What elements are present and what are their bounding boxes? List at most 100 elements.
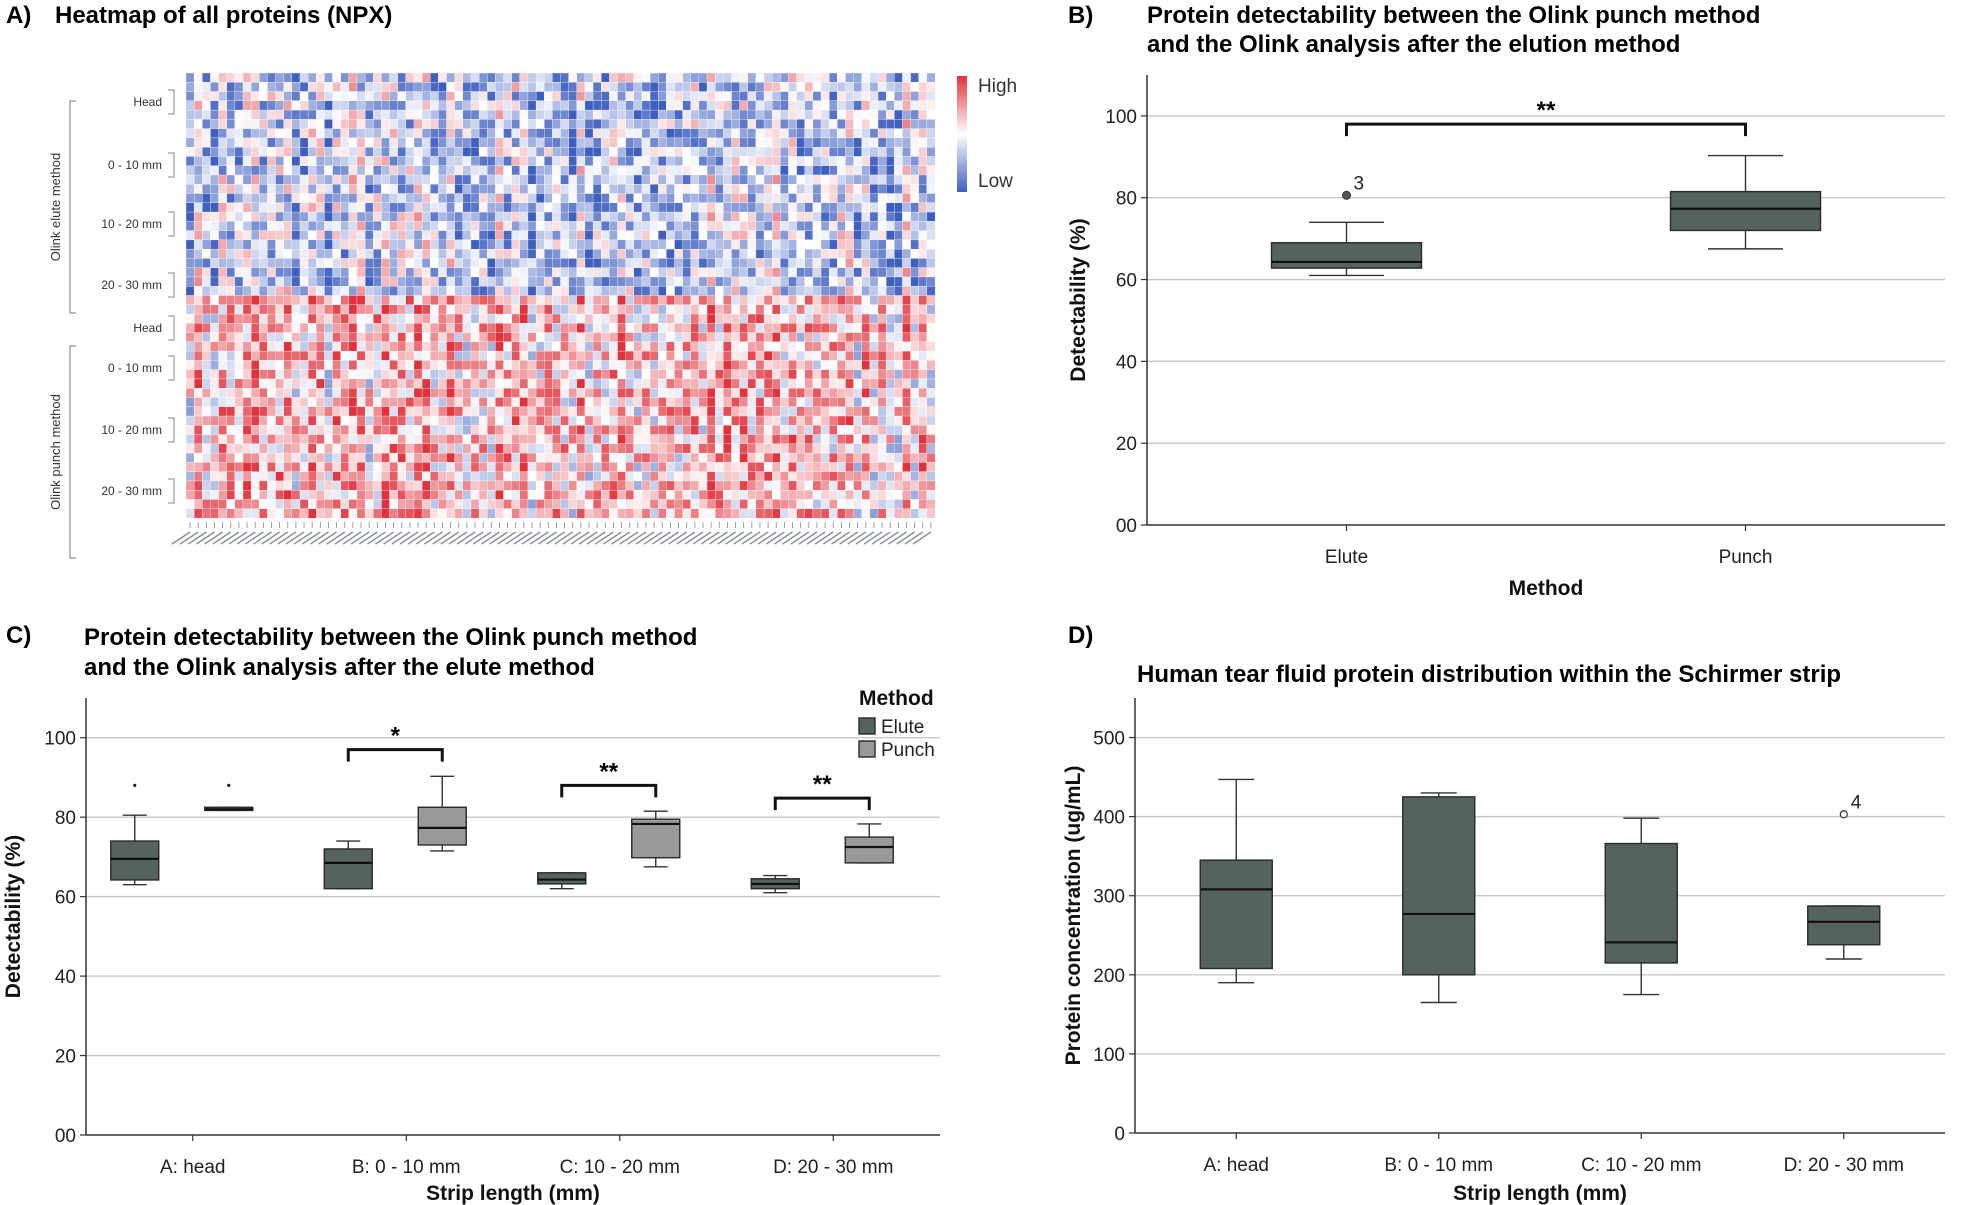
heatmap-cell <box>658 471 667 482</box>
heatmap-cell <box>307 369 317 380</box>
heatmap-cell <box>780 258 789 269</box>
heatmap-cell <box>910 508 920 519</box>
heatmap-cell <box>698 332 708 343</box>
heatmap-cell <box>592 286 602 296</box>
heatmap-cell <box>568 82 578 92</box>
heatmap-cell <box>487 452 496 463</box>
heatmap-cell <box>674 508 683 519</box>
heatmap-cell <box>316 137 325 148</box>
heatmap-cell <box>267 378 276 389</box>
heatmap-cell <box>210 239 219 250</box>
heatmap-cell <box>747 156 757 167</box>
heatmap-cell <box>470 452 480 463</box>
heatmap-cell <box>853 91 863 102</box>
heatmap-cell <box>763 174 773 185</box>
heatmap-cell <box>690 443 700 454</box>
heatmap-cell <box>649 341 659 352</box>
heatmap-cell <box>861 137 871 148</box>
heatmap-cell <box>527 239 537 250</box>
heatmap-cell <box>234 82 244 92</box>
heatmap-cell <box>503 341 512 352</box>
heatmap-cell <box>861 221 871 231</box>
heatmap-cell <box>291 91 301 102</box>
heatmap-cell <box>283 360 293 370</box>
heatmap-cell <box>348 415 358 426</box>
heatmap-cell <box>226 313 236 324</box>
heatmap-cell <box>234 109 244 120</box>
heatmap-cell <box>861 304 871 315</box>
heatmap-cell <box>332 490 342 500</box>
heatmap-cell <box>812 156 822 167</box>
heatmap-cell <box>259 295 268 306</box>
heatmap-cell <box>592 434 602 445</box>
heatmap-cell <box>609 119 618 129</box>
heatmap-cell <box>430 332 439 343</box>
heatmap-cell <box>918 137 928 148</box>
heatmap-cell <box>397 286 407 296</box>
heatmap-cell <box>666 146 675 157</box>
heatmap-cell <box>885 156 895 167</box>
heatmap-cell <box>894 323 903 333</box>
heatmap-cell <box>259 100 268 111</box>
heatmap-cell <box>364 221 374 231</box>
heatmap-cell <box>894 397 903 408</box>
heatmap-cell <box>592 119 602 129</box>
protein-label-mark <box>709 531 728 545</box>
heatmap-cell <box>633 221 643 231</box>
heatmap-cell <box>218 397 228 408</box>
heatmap-cell <box>601 350 610 361</box>
heatmap-cell <box>861 211 871 222</box>
heatmap-cell <box>592 480 602 491</box>
heatmap-cell <box>877 490 887 500</box>
heatmap-cell <box>503 360 512 370</box>
heatmap-cell <box>780 415 789 426</box>
heatmap-cell <box>674 369 683 380</box>
heatmap-cell <box>487 415 496 426</box>
heatmap-cell <box>682 406 692 417</box>
heatmap-cell <box>918 434 928 445</box>
heatmap-cell <box>324 156 333 167</box>
heatmap-cell <box>405 350 415 361</box>
heatmap-cell <box>885 406 895 417</box>
box-elute <box>537 872 587 885</box>
heatmap-cell <box>771 72 781 83</box>
heatmap-cell <box>812 267 822 278</box>
heatmap-cell <box>698 146 708 157</box>
heatmap-cell <box>544 128 553 139</box>
heatmap-cell <box>666 248 675 259</box>
heatmap-cell <box>234 388 244 398</box>
heatmap-cell <box>356 369 366 380</box>
heatmap-cell <box>910 202 920 213</box>
heatmap-cell <box>397 323 407 333</box>
protein-label-mark <box>334 531 354 545</box>
heatmap-cell <box>218 508 228 519</box>
heatmap-cell <box>617 165 626 176</box>
heatmap-cell <box>609 471 618 482</box>
heatmap-cell <box>828 267 838 278</box>
heatmap-cell <box>307 165 317 176</box>
heatmap-cell <box>511 184 521 194</box>
heatmap-cell <box>633 137 643 148</box>
heatmap-cell <box>820 378 830 389</box>
heatmap-cell <box>283 184 293 194</box>
heatmap-cell <box>519 82 529 92</box>
heatmap-cell <box>307 211 317 222</box>
heatmap-cell <box>356 490 366 500</box>
heatmap-cell <box>584 471 594 482</box>
heatmap-cell <box>430 388 439 398</box>
heatmap-cell <box>592 415 602 426</box>
heatmap-cell <box>690 91 700 102</box>
heatmap-cell <box>462 119 472 129</box>
heatmap-cell <box>560 452 569 463</box>
heatmap-cell <box>535 415 545 426</box>
heatmap-cell <box>682 508 692 519</box>
heatmap-cell <box>763 471 773 482</box>
heatmap-cell <box>723 184 732 194</box>
heatmap-cell <box>796 332 806 343</box>
heatmap-cell <box>389 276 398 287</box>
heatmap-cell <box>633 156 643 167</box>
heatmap-cell <box>470 462 480 472</box>
heatmap-legend-high: High <box>978 76 1017 97</box>
heatmap-cell <box>316 119 325 129</box>
heatmap-cell <box>259 184 268 194</box>
